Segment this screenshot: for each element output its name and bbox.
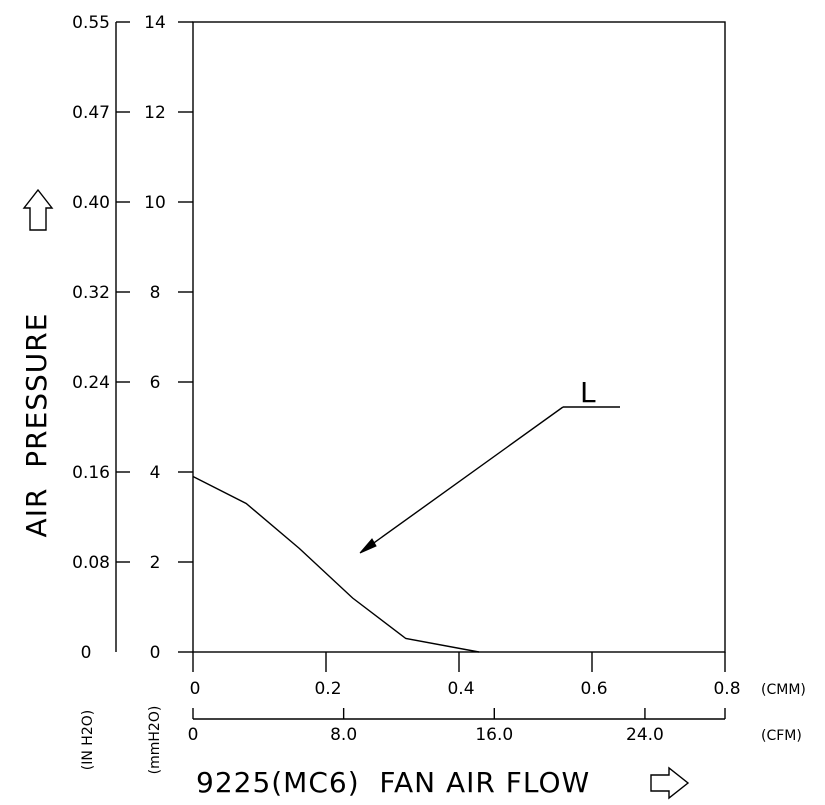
y-tick-label-mmh2o: 0 [150,643,161,663]
y-tick-label-mmh2o: 10 [144,193,166,213]
x-axis-title: 9225(MC6) FAN AIR FLOW [196,766,590,799]
right-arrow-icon [650,766,690,800]
y-tick-label-mmh2o: 12 [144,103,166,123]
y-tick-label-inh2o: 0.47 [72,103,110,123]
x-tick-label-cmm: 0.6 [580,679,607,699]
x-unit-cmm: (CMM) [761,682,806,698]
x-tick-label-cfm: 0 [188,725,199,745]
x-tick-label-cfm: 8.0 [330,725,357,745]
x-tick-label-cmm: 0 [190,679,201,699]
y-tick-label-mmh2o: 8 [150,283,161,303]
series-line-L [192,475,480,653]
y-tick-label-mmh2o: 14 [144,13,166,33]
x-tick-label-cmm: 0.2 [314,679,341,699]
y-tick-label-inh2o: 0.32 [72,283,110,303]
y-tick-label-inh2o: 0.08 [72,553,110,573]
up-arrow-icon [22,188,54,231]
y-tick-label-inh2o: 0.24 [72,373,110,393]
y-ticks-mmh2o: 0 2 4 6 8 10 12 14 [144,13,193,663]
x-ticks-cfm: 0 8.0 16.0 24.0 [188,708,726,745]
series-label-L: L [580,376,597,409]
x-tick-label-cfm: 24.0 [626,725,664,745]
x-tick-label-cfm: 16.0 [475,725,513,745]
x-tick-label-cmm: 0.4 [447,679,474,699]
y-tick-label-mmh2o: 4 [150,463,161,483]
x-tick-label-cmm: 0.8 [713,679,740,699]
plot-frame [192,21,726,653]
y-tick-label-inh2o: 0 [81,643,92,663]
y-tick-label-inh2o: 0.55 [72,13,110,33]
y-ticks-inh2o: 0 0.08 0.16 0.24 0.32 0.40 0.47 0.55 [72,13,130,663]
y-unit-inh2o: (IN H2O) [80,710,96,770]
x-unit-cfm: (CFM) [761,728,802,744]
y-tick-label-mmh2o: 2 [150,553,161,573]
series-label-L-leader [359,406,620,554]
y-tick-label-inh2o: 0.40 [72,193,110,213]
x-ticks-cmm: 0 0.2 0.4 0.6 0.8 [190,652,741,699]
y-tick-label-mmh2o: 6 [150,373,161,393]
y-tick-label-inh2o: 0.16 [72,463,110,483]
y-axis-title: AIR PRESSURE [20,313,53,538]
y-unit-mmh2o: (mmH2O) [147,706,163,775]
